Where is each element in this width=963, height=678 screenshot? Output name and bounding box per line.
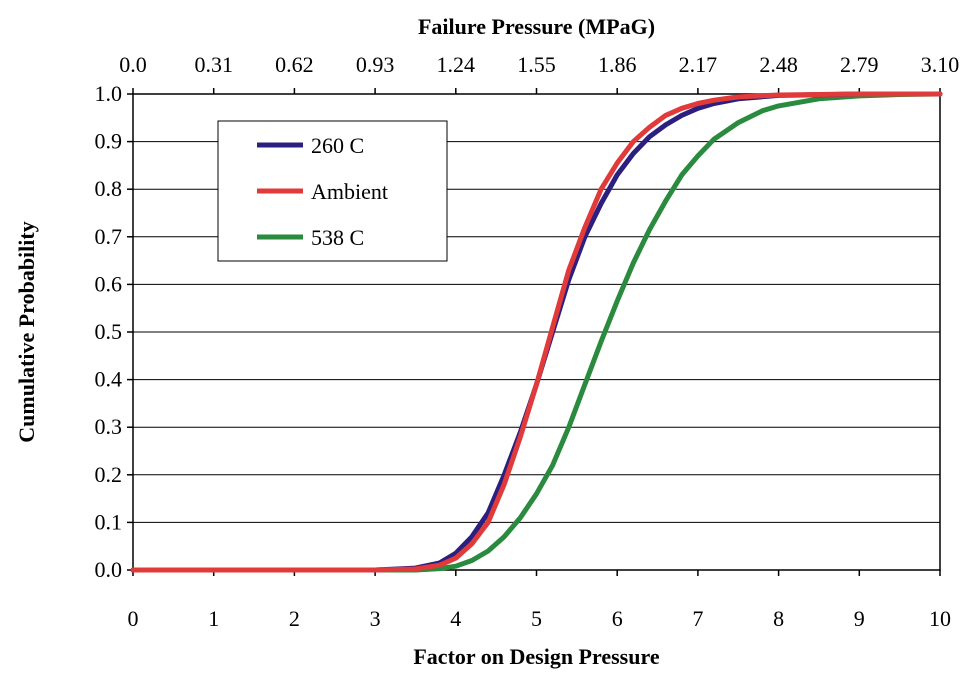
y-axis-title: Cumulative Probability bbox=[14, 221, 39, 442]
y-tick-label: 0.9 bbox=[95, 129, 123, 154]
top-tick-label: 2.17 bbox=[679, 52, 718, 77]
top-tick-label: 1.55 bbox=[517, 52, 556, 77]
x-tick-label: 2 bbox=[289, 606, 300, 631]
top-tick-label: 2.48 bbox=[759, 52, 798, 77]
top-tick-label: 0.93 bbox=[356, 52, 395, 77]
x-axis-title: Factor on Design Pressure bbox=[413, 644, 659, 669]
top-tick-label: 3.10 bbox=[921, 52, 960, 77]
top-tick-label: 1.86 bbox=[598, 52, 637, 77]
x-tick-label: 6 bbox=[612, 606, 623, 631]
y-tick-label: 0.0 bbox=[95, 557, 123, 582]
legend: 260 C Ambient 538 C bbox=[217, 120, 448, 262]
y-tick-label: 0.6 bbox=[95, 271, 123, 296]
series-lines bbox=[130, 91, 943, 573]
y-tick-label: 0.5 bbox=[95, 319, 123, 344]
x-tick-label: 3 bbox=[370, 606, 381, 631]
legend-label: Ambient bbox=[311, 179, 388, 204]
x-tick-label: 10 bbox=[929, 606, 951, 631]
top-tick-label: 2.79 bbox=[840, 52, 879, 77]
ticks: 0.0 0.1 0.2 0.3 0.4 0.5 0.6 0.7 0.8 0.9 1.0 0 1 2 3 4 5 6… bbox=[95, 52, 960, 631]
top-tick-label: 1.24 bbox=[437, 52, 476, 77]
x-tick-label: 4 bbox=[450, 606, 461, 631]
x-tick-label: 1 bbox=[208, 606, 219, 631]
y-tick-label: 1.0 bbox=[95, 81, 123, 106]
x-tick-label: 7 bbox=[692, 606, 703, 631]
x-tick-label: 5 bbox=[531, 606, 542, 631]
series-line-ambient bbox=[130, 91, 943, 573]
legend-label: 260 C bbox=[311, 133, 364, 158]
legend-label: 538 C bbox=[311, 225, 364, 250]
y-tick-label: 0.4 bbox=[95, 367, 123, 392]
top-axis-title: Failure Pressure (MPaG) bbox=[418, 14, 655, 39]
series-line-538-c bbox=[130, 91, 943, 573]
y-tick-label: 0.2 bbox=[95, 462, 123, 487]
y-tick-label: 0.3 bbox=[95, 414, 123, 439]
top-tick-label: 0.31 bbox=[194, 52, 233, 77]
top-tick-label: 0.62 bbox=[275, 52, 314, 77]
y-tick-label: 0.1 bbox=[95, 509, 123, 534]
y-tick-label: 0.7 bbox=[95, 224, 123, 249]
x-tick-label: 9 bbox=[854, 606, 865, 631]
x-tick-label: 8 bbox=[773, 606, 784, 631]
series-line-260-c bbox=[130, 91, 943, 573]
y-tick-label: 0.8 bbox=[95, 176, 123, 201]
legend-box bbox=[217, 120, 448, 262]
top-tick-label: 0.0 bbox=[119, 52, 147, 77]
x-tick-label: 0 bbox=[128, 606, 139, 631]
